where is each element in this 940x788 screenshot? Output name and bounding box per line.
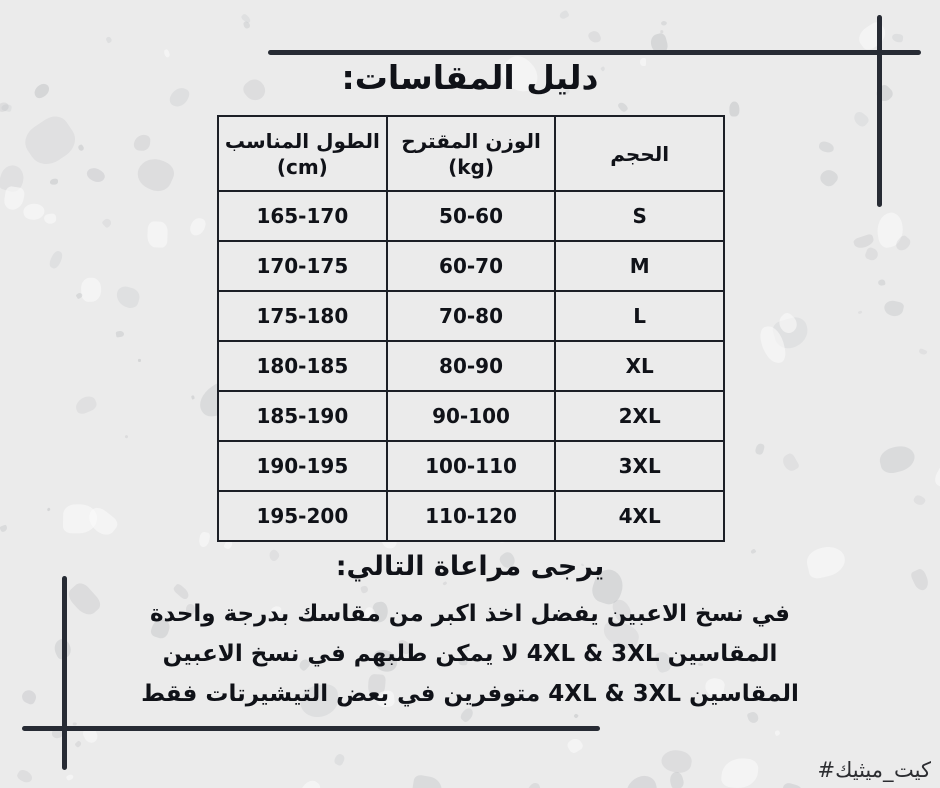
weight-cell: 80-90 — [385, 340, 557, 392]
height-cell: 165-170 — [217, 190, 388, 242]
size-cell: L — [554, 290, 725, 342]
page-title: دليل المقاسات: — [341, 58, 599, 97]
height-cell: 170-175 — [217, 240, 388, 292]
column-header-height: الطول المناسب (cm) — [217, 115, 388, 192]
height-cell: 195-200 — [217, 490, 388, 542]
brand-hashtag: #ميثيك _ كيت — [817, 758, 931, 782]
column-header-weight-unit: (kg) — [448, 154, 494, 179]
table-row: 4XL 110-120 195-200 — [217, 490, 725, 542]
bottom-left-vertical-line — [62, 576, 67, 770]
height-cell: 185-190 — [217, 390, 388, 442]
height-cell: 190-195 — [217, 440, 388, 492]
size-guide-table: الحجم الوزن المقترح (kg) الطول المناسب (… — [217, 115, 725, 542]
notes-heading: يرجى مراعاة التالي: — [335, 551, 605, 582]
height-cell: 175-180 — [217, 290, 388, 342]
notes-block: في نسخ الاعبين يفضل اخذ اكبر من مقاسك بد… — [0, 594, 940, 714]
table-row: 3XL 100-110 190-195 — [217, 440, 725, 492]
size-cell: M — [554, 240, 725, 292]
note-line: المقاسين 4XL & 3XL لا يمكن طلبهم في نسخ … — [162, 641, 778, 667]
table-row: M 60-70 170-175 — [217, 240, 725, 292]
hashtag-part: كيت — [894, 758, 931, 782]
size-cell: 2XL — [554, 390, 725, 442]
size-cell: S — [554, 190, 725, 242]
weight-cell: 70-80 — [385, 290, 557, 342]
table-header-row: الحجم الوزن المقترح (kg) الطول المناسب (… — [217, 115, 725, 192]
bottom-left-horizontal-line — [22, 726, 600, 731]
hashtag-part: _ — [883, 758, 895, 782]
size-cell: XL — [554, 340, 725, 392]
column-header-weight-label: الوزن المقترح — [401, 128, 541, 153]
weight-cell: 90-100 — [385, 390, 557, 442]
hashtag-part: #ميثيك — [817, 758, 884, 782]
table-row: S 50-60 165-170 — [217, 190, 725, 242]
column-header-weight: الوزن المقترح (kg) — [385, 115, 557, 192]
column-header-size-label: الحجم — [610, 141, 670, 166]
top-right-vertical-line — [877, 15, 882, 207]
size-cell: 4XL — [554, 490, 725, 542]
top-right-horizontal-line — [268, 50, 921, 55]
weight-cell: 50-60 — [385, 190, 557, 242]
table-row: XL 80-90 180-185 — [217, 340, 725, 392]
column-header-height-unit: (cm) — [276, 154, 328, 179]
height-cell: 180-185 — [217, 340, 388, 392]
table-row: 2XL 90-100 185-190 — [217, 390, 725, 442]
note-line: المقاسين 4XL & 3XL متوفرين في بعض التيشي… — [141, 681, 799, 707]
column-header-size: الحجم — [554, 115, 725, 192]
column-header-height-label: الطول المناسب — [224, 128, 380, 153]
weight-cell: 100-110 — [385, 440, 557, 492]
table-row: L 70-80 175-180 — [217, 290, 725, 342]
size-cell: 3XL — [554, 440, 725, 492]
note-line: في نسخ الاعبين يفضل اخذ اكبر من مقاسك بد… — [149, 601, 790, 627]
weight-cell: 60-70 — [385, 240, 557, 292]
weight-cell: 110-120 — [385, 490, 557, 542]
